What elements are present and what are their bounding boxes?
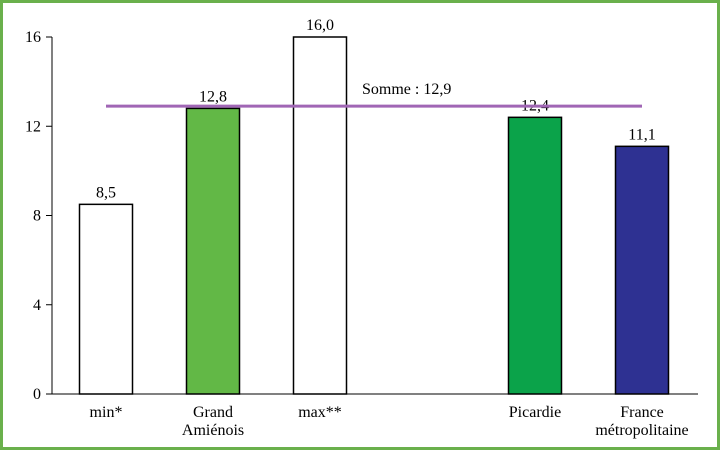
bar-value-label: 8,5 — [96, 184, 116, 201]
category-label: France métropolitaine — [595, 404, 688, 439]
category-label-line: min* — [90, 404, 123, 421]
category-label-line: Amiénois — [182, 422, 244, 439]
y-tick-label: 4 — [33, 297, 41, 314]
bar — [292, 36, 348, 395]
y-tick-label: 12 — [25, 118, 41, 135]
bar-value-label: 12,8 — [199, 88, 227, 105]
y-tick-label: 8 — [33, 208, 41, 225]
y-tick-label: 0 — [33, 386, 41, 403]
y-tick-label: 16 — [25, 29, 41, 46]
bar — [507, 116, 563, 395]
category-label: Picardie — [509, 404, 561, 421]
category-label: max** — [298, 404, 342, 421]
category-label-line: max** — [298, 404, 342, 421]
category-label-line: Picardie — [509, 404, 561, 421]
category-label: Grand Amiénois — [182, 404, 244, 439]
category-label-line: Grand — [193, 404, 233, 421]
bar-value-label: 16,0 — [306, 17, 334, 34]
bar — [614, 145, 670, 395]
category-label-line: métropolitaine — [595, 422, 688, 439]
category-label-line: France — [620, 404, 664, 421]
bar — [185, 107, 241, 395]
reference-line-label: Somme : 12,9 — [362, 81, 451, 98]
category-label: min* — [90, 404, 123, 421]
bar — [78, 203, 134, 395]
bar-value-label: 11,1 — [628, 126, 655, 143]
